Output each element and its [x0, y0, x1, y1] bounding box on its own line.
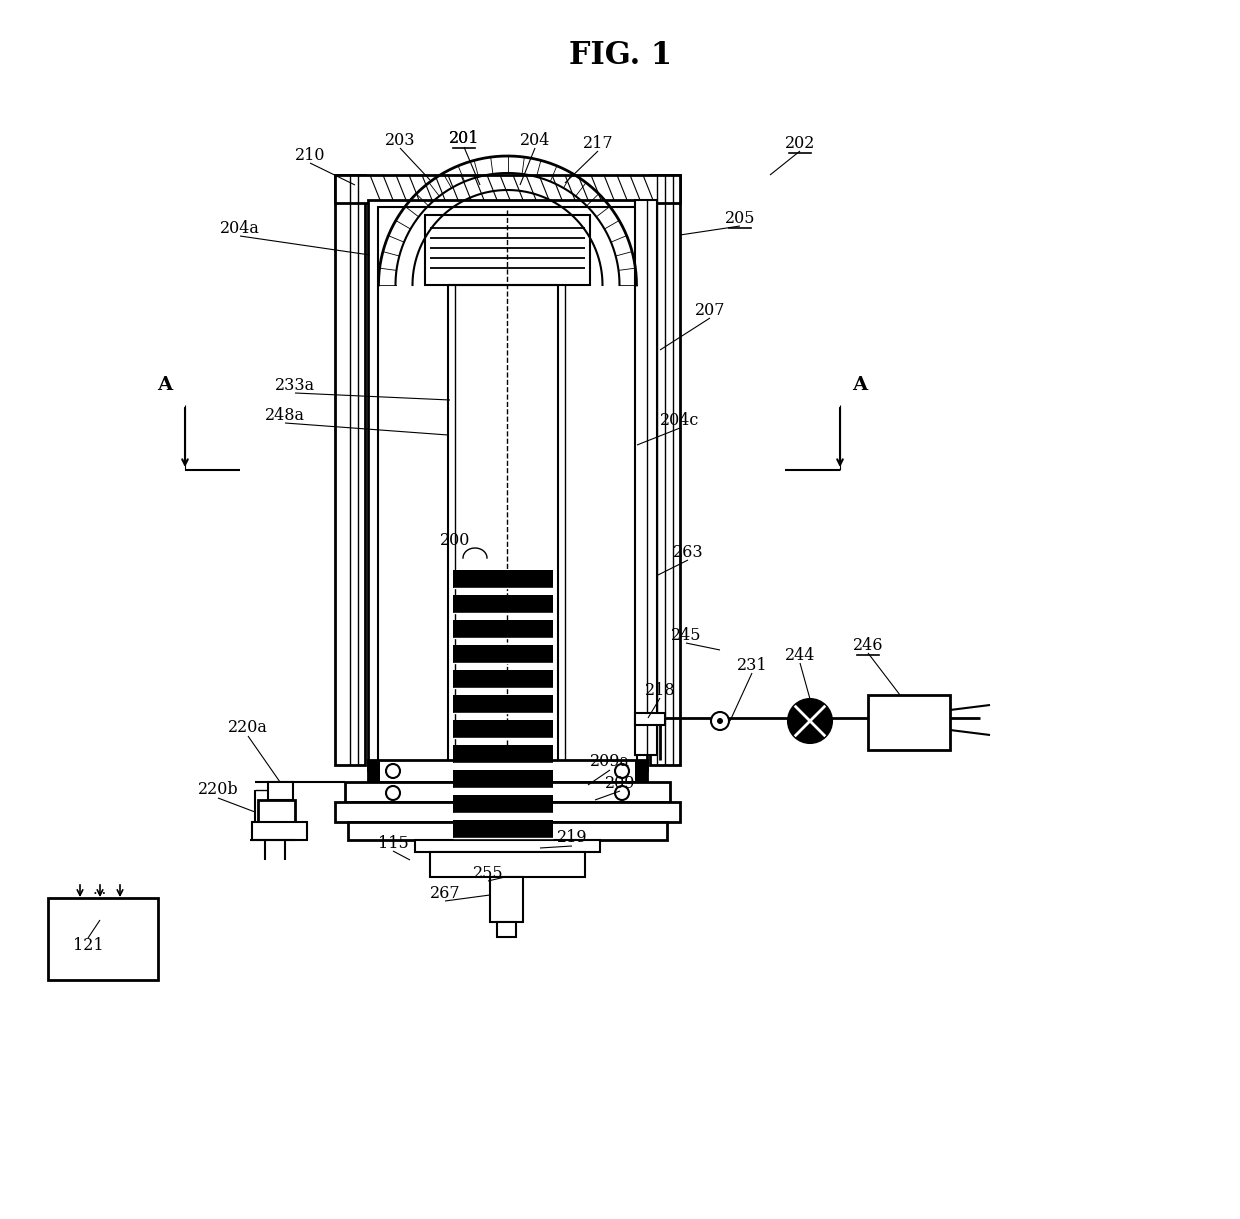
- Text: 203: 203: [384, 132, 415, 149]
- Text: 121: 121: [73, 937, 103, 954]
- Circle shape: [787, 698, 832, 744]
- Text: 201: 201: [449, 129, 479, 146]
- Text: A: A: [157, 375, 172, 394]
- Bar: [345, 783, 670, 802]
- Bar: [368, 759, 647, 783]
- Bar: [453, 820, 553, 837]
- Bar: [415, 840, 600, 852]
- Text: 219: 219: [557, 829, 588, 846]
- Bar: [453, 770, 553, 787]
- Text: 244: 244: [785, 646, 815, 663]
- Bar: [453, 745, 553, 763]
- Text: 210: 210: [295, 146, 325, 163]
- Text: 205: 205: [724, 210, 755, 227]
- Bar: [425, 215, 590, 285]
- Bar: [635, 200, 657, 755]
- Text: ...: ...: [93, 883, 107, 897]
- Bar: [368, 759, 379, 783]
- Text: 217: 217: [583, 134, 614, 151]
- Text: 245: 245: [671, 627, 702, 644]
- Bar: [335, 802, 680, 822]
- Text: 201: 201: [449, 129, 479, 146]
- Bar: [635, 759, 647, 783]
- Bar: [453, 570, 553, 588]
- Text: 204a: 204a: [219, 219, 260, 236]
- Text: 263: 263: [672, 544, 703, 561]
- Bar: [453, 595, 553, 613]
- Text: FIG. 1: FIG. 1: [568, 39, 672, 71]
- Text: 200: 200: [440, 531, 470, 549]
- Bar: [258, 800, 295, 822]
- Text: 267: 267: [430, 885, 460, 902]
- Text: 248a: 248a: [265, 406, 305, 423]
- Bar: [368, 200, 647, 770]
- Text: 204c: 204c: [661, 412, 699, 429]
- Text: 231: 231: [737, 657, 768, 674]
- Bar: [430, 852, 585, 876]
- Bar: [490, 876, 523, 922]
- Text: 218: 218: [645, 681, 676, 698]
- Text: 209a: 209a: [590, 753, 630, 770]
- Bar: [453, 695, 553, 713]
- Bar: [335, 176, 680, 204]
- Text: 115: 115: [378, 835, 408, 852]
- Bar: [868, 695, 950, 750]
- Bar: [453, 670, 553, 688]
- Text: 202: 202: [785, 134, 815, 151]
- Bar: [348, 822, 667, 840]
- Bar: [453, 620, 553, 638]
- Text: A: A: [852, 375, 868, 394]
- Text: 207: 207: [694, 301, 725, 318]
- Bar: [268, 783, 293, 800]
- Text: 233a: 233a: [275, 377, 315, 394]
- Bar: [48, 898, 157, 980]
- Bar: [453, 720, 553, 737]
- Text: 220a: 220a: [228, 719, 268, 736]
- Bar: [453, 645, 553, 663]
- Bar: [378, 207, 637, 766]
- Circle shape: [711, 712, 729, 730]
- Text: 246: 246: [853, 636, 883, 653]
- Text: 204: 204: [520, 132, 551, 149]
- Bar: [252, 822, 308, 840]
- Text: 209: 209: [605, 774, 635, 791]
- Circle shape: [717, 718, 723, 724]
- Bar: [635, 713, 665, 725]
- Text: 255: 255: [472, 864, 503, 881]
- Bar: [335, 176, 365, 766]
- Bar: [453, 795, 553, 813]
- Bar: [497, 922, 516, 937]
- Bar: [650, 176, 680, 766]
- Text: 220b: 220b: [197, 781, 238, 798]
